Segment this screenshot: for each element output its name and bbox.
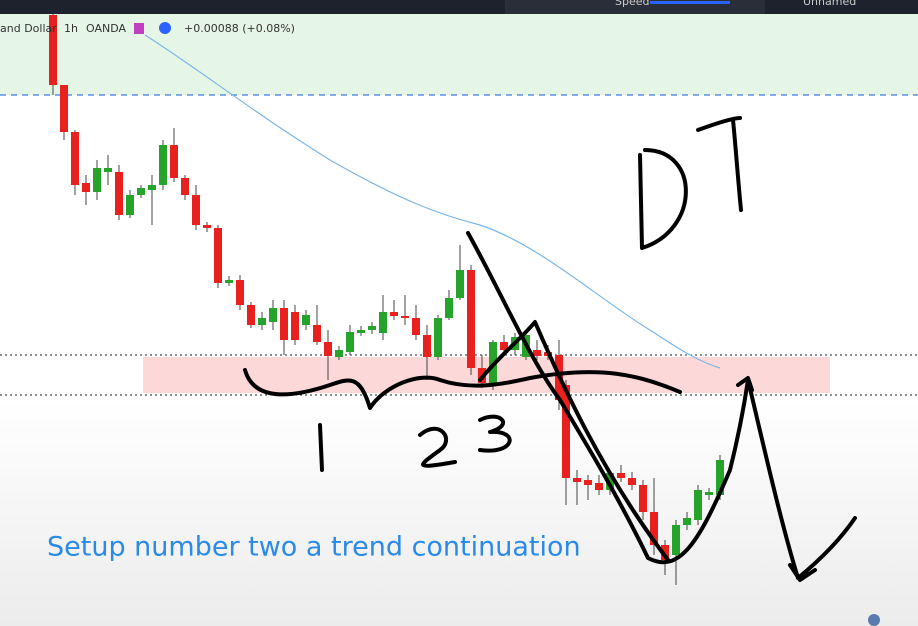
candle-body [335, 350, 343, 357]
candle-body [639, 485, 647, 512]
candle-body [390, 312, 398, 316]
candle-body [324, 342, 332, 356]
candle-body [148, 185, 156, 190]
moving-average [144, 34, 721, 369]
candle-body [650, 512, 658, 545]
candle-body [573, 478, 581, 482]
profit-zone [0, 0, 918, 95]
candle-body [445, 298, 453, 318]
candles [49, 0, 724, 585]
candle-body [181, 178, 189, 195]
candle-body [562, 385, 570, 478]
candle-body [280, 308, 288, 340]
candle-body [137, 188, 145, 195]
candle-body [368, 326, 376, 330]
candle-body [247, 305, 255, 325]
speed-slider[interactable] [650, 1, 730, 4]
candle-body [533, 350, 541, 356]
candle-body [49, 15, 57, 85]
replay-icon[interactable] [159, 22, 171, 34]
candle-body [115, 172, 123, 215]
candle-body [82, 183, 90, 192]
candle-body [313, 325, 321, 342]
corner-icon [868, 614, 880, 626]
interval: 1h [64, 22, 78, 35]
candle-body [302, 315, 310, 325]
candle-body [291, 312, 299, 340]
price-change: +0.00088 (+0.08%) [184, 22, 295, 35]
candle-body [423, 335, 431, 357]
candle-body [258, 318, 266, 325]
candle-body [595, 483, 603, 490]
candle-body [214, 228, 222, 283]
candle-body [203, 225, 211, 228]
candle-body [126, 195, 134, 215]
candle-body [467, 270, 475, 368]
candle-body [584, 480, 592, 485]
symbol: and Dollar [0, 22, 57, 35]
candle-body [434, 318, 442, 357]
candle-body [628, 478, 636, 485]
candle-body [694, 490, 702, 520]
speed-label: Speed [615, 0, 649, 8]
candle-body [456, 270, 464, 298]
caption: Setup number two a trend continuation [47, 532, 581, 563]
candle-body [170, 145, 178, 178]
candle-body [716, 460, 724, 495]
layout-name[interactable]: Unnamed [803, 0, 856, 8]
candle-body [500, 342, 508, 350]
candle-body [269, 308, 277, 322]
candle-body [661, 545, 669, 560]
candle-body [104, 168, 112, 172]
candle-body [93, 168, 101, 192]
candle-body [401, 316, 409, 318]
candle-body [379, 312, 387, 333]
candle-body [236, 280, 244, 305]
candle-body [159, 145, 167, 185]
candle-body [60, 85, 68, 132]
candle-body [192, 195, 200, 225]
candle-body [412, 318, 420, 335]
candle-body [71, 132, 79, 185]
handwriting [243, 116, 857, 582]
candle-body [705, 492, 713, 495]
toolbar [0, 0, 918, 14]
candle-body [225, 280, 233, 283]
source: OANDA [86, 22, 126, 35]
candle-body [683, 518, 691, 525]
candle-body [346, 332, 354, 352]
candle-body [617, 473, 625, 478]
candle-body [672, 525, 680, 555]
candle-body [357, 330, 365, 333]
flag-icon[interactable] [134, 23, 144, 34]
